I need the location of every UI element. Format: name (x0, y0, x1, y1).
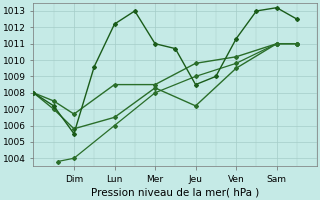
X-axis label: Pression niveau de la mer( hPa ): Pression niveau de la mer( hPa ) (91, 187, 260, 197)
